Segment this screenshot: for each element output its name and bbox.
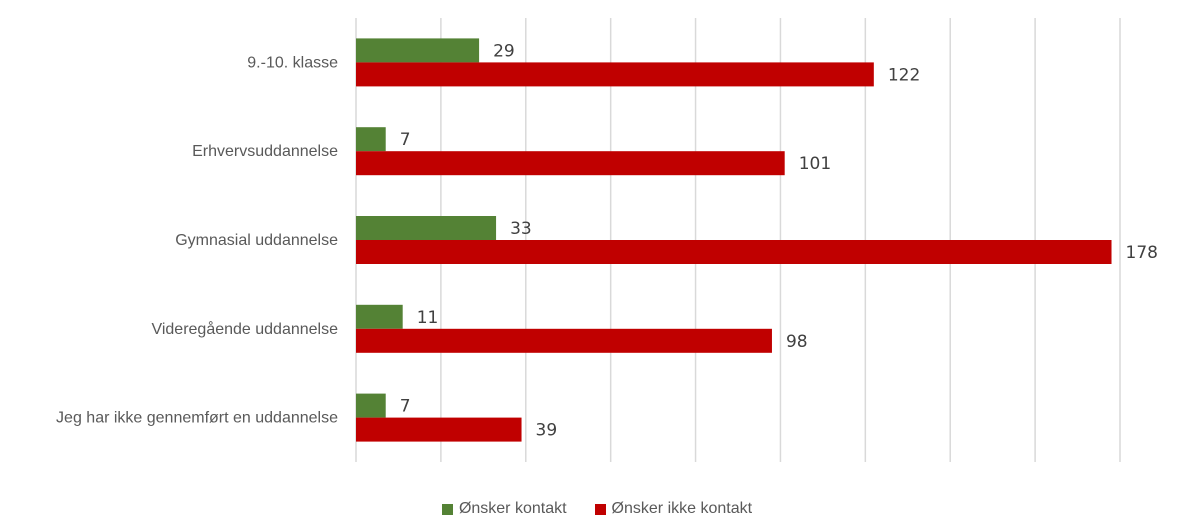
category-label: Erhvervsuddannelse — [192, 143, 338, 160]
bars — [356, 38, 1112, 442]
bar-ønsker-kontakt — [356, 304, 403, 329]
legend-item-onsker-ikke-kontakt: Ønsker ikke kontakt — [594, 500, 753, 518]
data-label: 11 — [417, 308, 439, 328]
legend-label-onsker-kontakt: Ønsker kontakt — [458, 500, 567, 517]
data-label: 98 — [786, 332, 808, 352]
legend-label-onsker-ikke-kontakt: Ønsker ikke kontakt — [611, 500, 753, 517]
legend-swatch-onsker-kontakt — [441, 503, 453, 515]
legend-swatch-onsker-ikke-kontakt — [594, 503, 606, 515]
data-label: 122 — [888, 65, 920, 85]
data-label: 7 — [400, 130, 411, 150]
bar-ønsker-kontakt — [356, 216, 497, 240]
bar-ønsker-ikke-kontakt — [356, 417, 522, 442]
data-label: 33 — [510, 219, 532, 239]
bar-ønsker-ikke-kontakt — [356, 328, 772, 353]
bar-ønsker-kontakt — [356, 393, 386, 418]
legend-item-onsker-kontakt: Ønsker kontakt — [441, 500, 567, 518]
category-label: Videregående uddannelse — [151, 320, 338, 338]
category-label: 9.-10. klasse — [247, 54, 338, 71]
data-label: 29 — [493, 41, 515, 61]
data-label: 39 — [536, 421, 558, 441]
category-label: Gymnasial uddannelse — [175, 232, 338, 249]
bar-ønsker-kontakt — [356, 38, 480, 63]
data-label: 178 — [1126, 243, 1158, 263]
bar-ønsker-ikke-kontakt — [356, 151, 785, 176]
bar-ønsker-kontakt — [356, 127, 386, 152]
legend: Ønsker kontakt Ønsker ikke kontakt — [0, 500, 1194, 518]
value-labels: 29 122 7 101 33 178 11 98 7 39 — [400, 41, 1158, 440]
data-label: 101 — [799, 154, 831, 174]
category-label: Jeg har ikke gennemført en uddannelse — [56, 410, 338, 427]
bar-ønsker-ikke-kontakt — [356, 240, 1112, 264]
category-labels: 9.-10. klasse Erhvervsuddannelse Gymnasial… — [56, 54, 338, 426]
data-label: 7 — [400, 397, 411, 417]
bar-ønsker-ikke-kontakt — [356, 62, 874, 87]
